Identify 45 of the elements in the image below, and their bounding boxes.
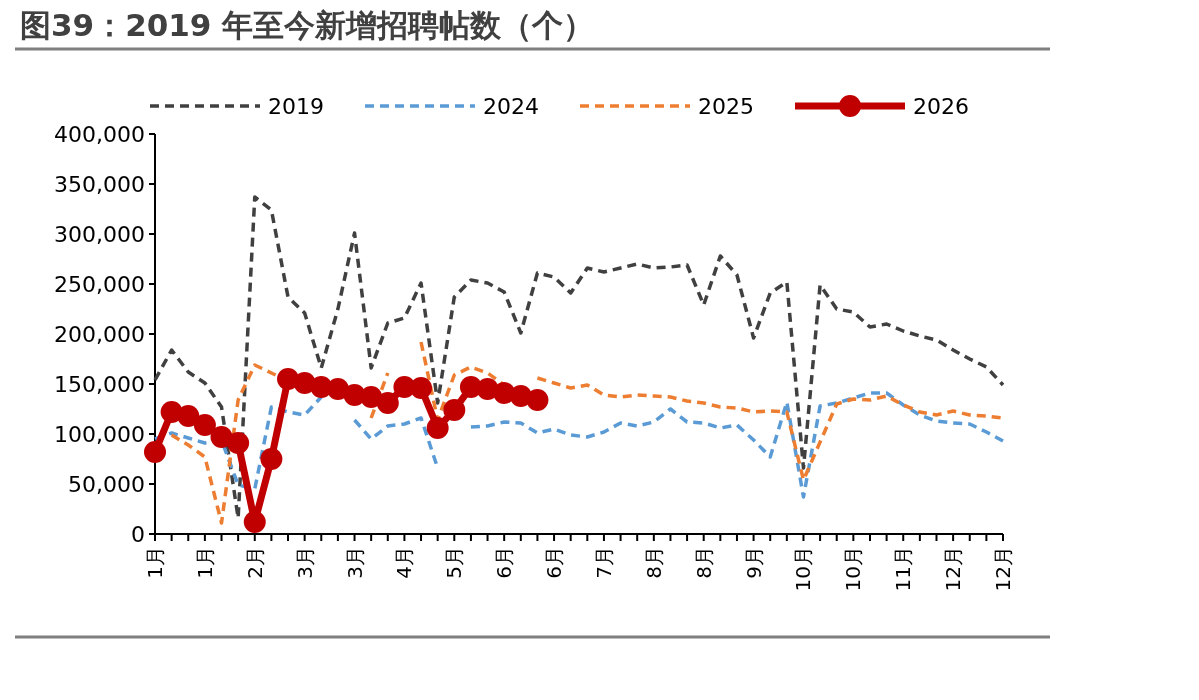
y-tick-label: 300,000 [54,222,145,247]
point [410,377,433,399]
y-tick-label: 400,000 [54,122,145,147]
point [227,432,250,454]
y-tick-label: 150,000 [54,372,145,397]
legend-label: 2019 [268,94,324,119]
x-tick-label: 9月 [741,546,766,579]
y-tick-label: 100,000 [54,422,145,447]
x-tick-label: 3月 [292,546,317,579]
x-tick-label: 12月 [991,546,1015,592]
x-tick-label: 12月 [941,546,966,592]
y-tick-label: 200,000 [54,322,145,347]
point [526,389,549,411]
point [426,417,449,439]
point [177,405,200,427]
y-tick-label: 50,000 [68,472,145,497]
y-tick-label: 0 [131,522,145,547]
point [443,399,466,421]
x-tick-label: 6月 [492,546,517,579]
point [144,441,166,463]
chart-title: 图39：2019 年至今新增招聘帖数（个） [20,7,595,43]
legend-label: 2024 [483,94,539,119]
x-tick-label: 5月 [442,546,467,579]
y-tick-label: 350,000 [54,172,145,197]
x-tick-label: 11月 [891,546,916,592]
x-tick-label: 1月 [192,546,217,579]
x-tick-label: 8月 [691,546,716,579]
x-tick-label: 10月 [791,546,816,592]
point [243,511,266,533]
x-tick-label: 10月 [841,546,866,592]
point [260,448,283,470]
x-tick-label: 2月 [242,546,267,579]
point [360,386,383,408]
x-tick-label: 1月 [143,546,167,579]
legend-label: 2025 [698,94,754,119]
point [193,414,216,436]
point [326,378,349,400]
legend-label: 2026 [913,94,969,119]
point [376,392,399,414]
x-tick-label: 4月 [392,546,417,579]
x-tick-label: 3月 [342,546,367,579]
y-tick-label: 250,000 [54,272,145,297]
x-tick-label: 8月 [641,546,666,579]
x-tick-label: 7月 [591,546,616,579]
x-tick-label: 6月 [542,546,567,579]
